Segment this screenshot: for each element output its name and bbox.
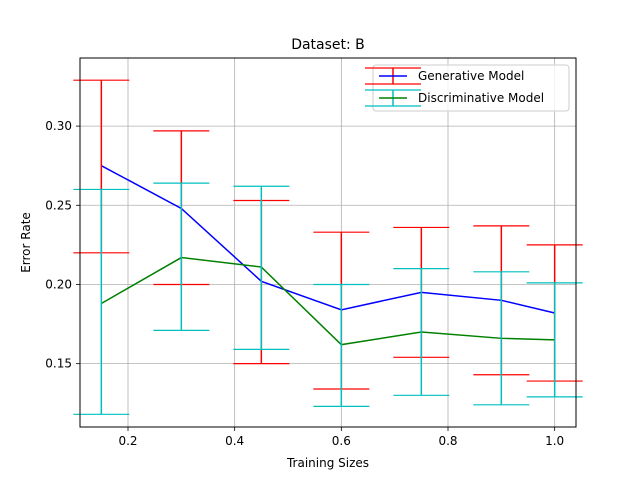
y-tick-label: 0.25 xyxy=(45,198,72,212)
error-bar xyxy=(526,282,583,398)
legend-box xyxy=(372,64,570,112)
error-bar xyxy=(393,268,450,396)
error-bar xyxy=(73,188,130,415)
x-tick-label: 1.0 xyxy=(545,434,564,448)
legend-label: Discriminative Model xyxy=(418,91,544,105)
y-tick-label: 0.20 xyxy=(45,277,72,291)
error-bar xyxy=(313,283,370,408)
x-tick-label: 0.4 xyxy=(225,434,244,448)
y-tick-label: 0.15 xyxy=(45,357,72,371)
legend-item: Discriminative Model xyxy=(365,89,544,107)
y-axis-label: Error Rate xyxy=(19,212,33,273)
plot-area xyxy=(73,79,583,415)
y-axis: 0.15 0.20 0.25 0.30 xyxy=(45,119,80,371)
legend: Generative Model Discriminative Model xyxy=(365,64,570,112)
x-tick-label: 0.8 xyxy=(438,434,457,448)
x-tick-label: 0.2 xyxy=(118,434,137,448)
legend-item: Generative Model xyxy=(365,67,524,85)
error-bar xyxy=(153,182,210,331)
x-axis: 0.2 0.4 0.6 0.8 1.0 xyxy=(118,427,564,448)
error-bar xyxy=(473,271,530,406)
series-discriminative-model xyxy=(73,182,583,415)
error-bar xyxy=(233,185,290,350)
plot-frame xyxy=(79,57,577,428)
chart-title: Dataset: B xyxy=(291,37,365,53)
x-tick-label: 0.6 xyxy=(332,434,351,448)
x-axis-label: Training Sizes xyxy=(286,456,369,470)
legend-label: Generative Model xyxy=(418,69,524,83)
y-tick-label: 0.30 xyxy=(45,119,72,133)
